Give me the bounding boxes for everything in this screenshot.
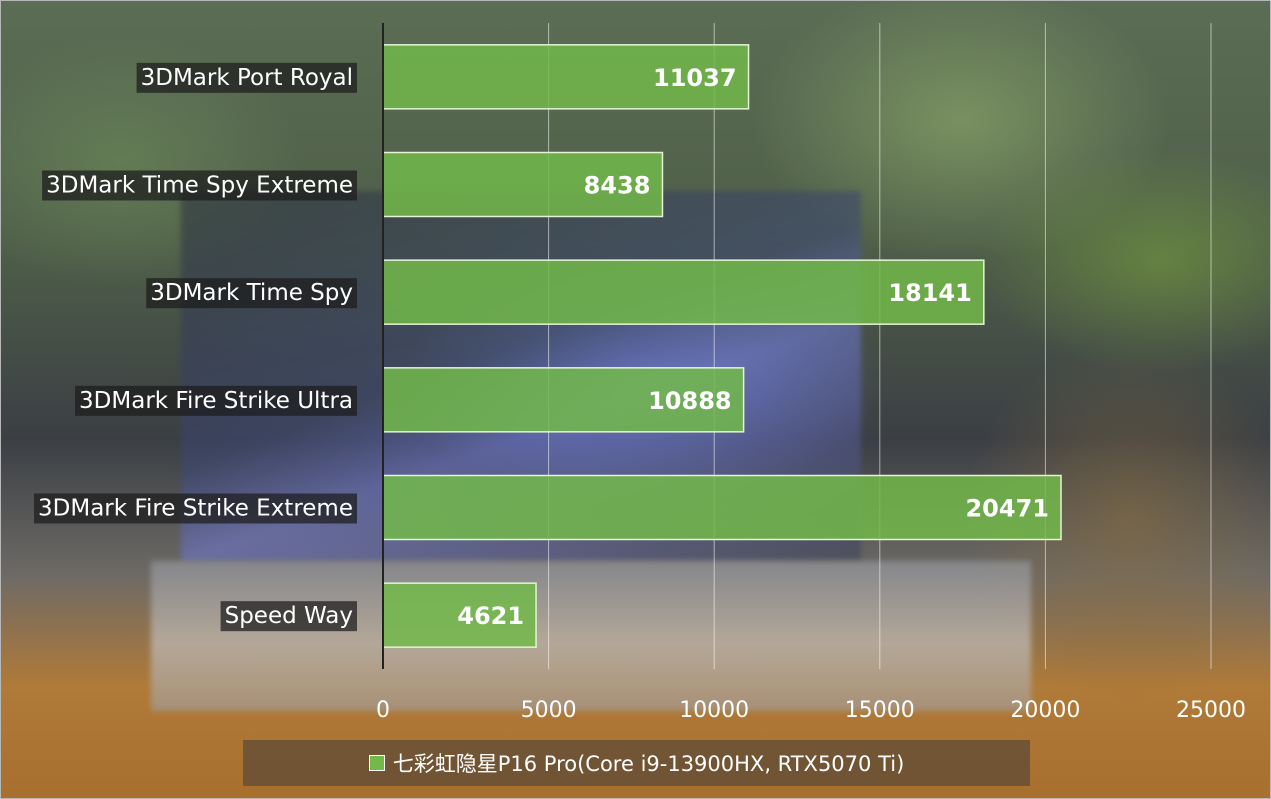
x-tick-label: 25000 — [1176, 698, 1246, 723]
category-label-background — [220, 601, 357, 632]
category-label-background — [42, 170, 357, 201]
legend-swatch — [368, 755, 385, 771]
x-tick-label: 15000 — [845, 698, 915, 723]
category-label: Speed Way — [225, 603, 353, 629]
bar — [382, 474, 1062, 541]
bar — [382, 151, 664, 218]
legend-label: 七彩虹隐星P16 Pro(Core i9-13900HX, RTX5070 Ti… — [392, 752, 905, 776]
category-label-background — [34, 493, 357, 524]
x-tick-label: 10000 — [679, 698, 749, 723]
bar — [382, 44, 750, 110]
category-label: 3DMark Port Royal — [141, 65, 353, 91]
background-laptop-base — [151, 561, 1031, 711]
legend: 七彩虹隐星P16 Pro(Core i9-13900HX, RTX5070 Ti… — [243, 740, 1030, 786]
data-label: 20471 — [965, 495, 1049, 523]
category-label: 3DMark Fire Strike Ultra — [79, 388, 353, 414]
data-label: 11037 — [653, 64, 737, 92]
data-label: 8438 — [584, 172, 651, 200]
category-label: 3DMark Fire Strike Extreme — [38, 496, 353, 522]
bar — [382, 367, 745, 433]
data-label: 10888 — [648, 387, 732, 415]
category-label-background — [136, 62, 357, 93]
bar — [382, 582, 537, 648]
data-label: 18141 — [888, 279, 972, 307]
category-label: 3DMark Time Spy — [150, 280, 353, 306]
category-label: 3DMark Time Spy Extreme — [46, 173, 353, 199]
x-tick-label: 0 — [376, 698, 390, 723]
category-label-background — [75, 385, 357, 416]
data-label: 4621 — [457, 602, 524, 630]
x-tick-label: 20000 — [1010, 698, 1080, 723]
category-label-background — [146, 278, 357, 309]
x-tick-label: 5000 — [521, 698, 577, 723]
